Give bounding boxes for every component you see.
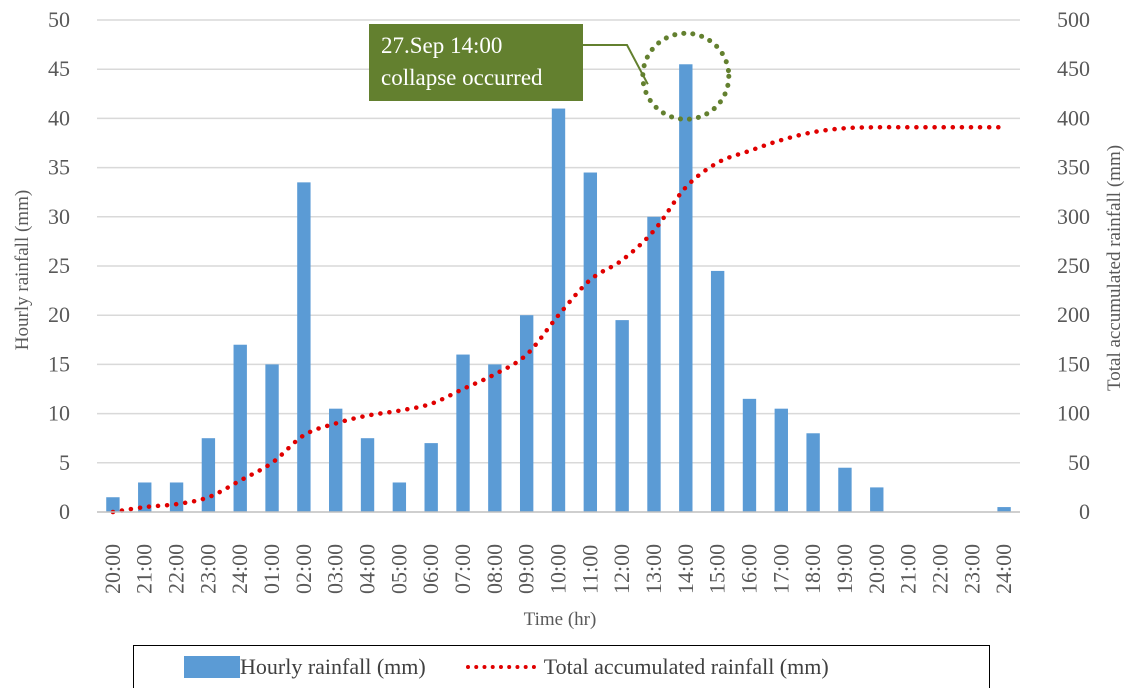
x-tick-label: 22:00	[927, 544, 952, 594]
bar-7	[329, 408, 343, 512]
bar-21	[774, 408, 788, 512]
x-tick-label: 16:00	[736, 544, 761, 594]
x-tick-label: 13:00	[641, 544, 666, 594]
x-tick-label: 23:00	[195, 544, 220, 594]
y-left-tick-label: 15	[48, 351, 70, 376]
y-right-tick-label: 500	[1057, 7, 1090, 32]
bar-20	[742, 398, 757, 512]
x-tick-label: 06:00	[418, 544, 443, 594]
y-right-tick-label: 450	[1057, 56, 1090, 81]
left-axis-ticks: 0 5 10 15 20 25 30 35 40 45 50	[48, 7, 70, 524]
bar-10	[424, 443, 438, 512]
bar-23	[838, 467, 852, 512]
bar-3	[201, 438, 216, 512]
bar-4	[233, 344, 247, 512]
bar-12	[488, 364, 502, 512]
y-left-tick-label: 0	[59, 499, 70, 524]
annotation-line1: 27.Sep 14:00	[381, 33, 503, 58]
bar-11	[456, 354, 470, 512]
legend-bar-swatch	[184, 656, 240, 678]
x-tick-label: 01:00	[259, 544, 284, 594]
y-right-tick-label: 100	[1057, 401, 1090, 426]
y-right-tick-label: 0	[1079, 499, 1090, 524]
bar-18	[679, 64, 693, 512]
x-tick-label: 20:00	[864, 544, 889, 594]
y-left-tick-label: 25	[48, 253, 70, 278]
line-series	[110, 124, 1007, 515]
x-tick-label: 17:00	[768, 544, 793, 594]
y-left-tick-label: 40	[48, 105, 70, 130]
x-tick-label: 09:00	[514, 544, 539, 594]
bar-0	[106, 497, 120, 512]
bar-24	[870, 487, 884, 512]
x-tick-label: 08:00	[482, 544, 507, 594]
bar-19	[710, 270, 725, 512]
x-tick-label: 24:00	[991, 544, 1016, 594]
y-right-tick-label: 300	[1057, 204, 1090, 229]
bar-series	[106, 64, 1011, 513]
y-axis-right-title: Total accumulated rainfall (mm)	[1104, 145, 1125, 391]
x-axis-title: Time (hr)	[524, 609, 597, 630]
annotation-box: 27.Sep 14:00 collapse occurred	[369, 24, 583, 101]
bar-17	[647, 216, 661, 513]
x-tick-label: 07:00	[450, 544, 475, 594]
x-tick-label: 05:00	[386, 544, 411, 594]
x-tick-label: 15:00	[705, 544, 730, 594]
legend-label-total: Total accumulated rainfall (mm)	[543, 654, 829, 679]
bar-14	[551, 108, 566, 512]
x-tick-label: 04:00	[355, 544, 380, 594]
legend-line-swatch	[465, 665, 536, 669]
y-right-tick-label: 150	[1057, 351, 1090, 376]
legend-item-hourly: Hourly rainfall (mm)	[134, 654, 426, 680]
bar-8	[360, 438, 375, 512]
x-tick-label: 21:00	[896, 544, 921, 594]
x-tick-label: 22:00	[164, 544, 189, 594]
x-tick-label: 03:00	[323, 544, 348, 594]
y-left-tick-label: 50	[48, 7, 70, 32]
x-tick-label: 18:00	[800, 544, 825, 594]
x-tick-label: 12:00	[609, 544, 634, 594]
y-axis-left-title: Hourly rainfall (mm)	[12, 190, 33, 350]
bar-15	[583, 172, 598, 512]
y-left-tick-label: 45	[48, 56, 70, 81]
right-axis-ticks: 0 50 100 150 200 250 300 350 400 450 500	[1057, 7, 1090, 524]
x-tick-label: 24:00	[227, 544, 252, 594]
x-tick-label: 20:00	[100, 544, 125, 594]
bar-6	[297, 182, 311, 513]
x-tick-label: 21:00	[132, 544, 157, 594]
y-right-tick-label: 200	[1057, 302, 1090, 327]
bar-16	[615, 320, 629, 512]
legend: Hourly rainfall (mm) Total accumulated r…	[133, 645, 990, 688]
y-left-tick-label: 10	[48, 401, 70, 426]
bar-5	[265, 364, 279, 512]
bar-22	[806, 433, 820, 512]
x-tick-label: 11:00	[577, 545, 602, 594]
legend-label-hourly: Hourly rainfall (mm)	[240, 654, 426, 679]
bar-28	[997, 507, 1011, 512]
y-left-tick-label: 5	[59, 450, 70, 475]
rainfall-chart: 0 5 10 15 20 25 30 35 40 45 50 0 50 100 150 200 250 300 3…	[12, 7, 1125, 630]
bar-9	[392, 482, 407, 512]
x-tick-label: 14:00	[673, 544, 698, 594]
accumulated-line	[110, 124, 1007, 515]
annotation-leader-line	[583, 44, 649, 85]
y-left-tick-label: 30	[48, 204, 70, 229]
annotation-line2: collapse occurred	[381, 65, 543, 90]
x-tick-label: 19:00	[832, 544, 857, 594]
legend-item-total: Total accumulated rainfall (mm)	[426, 654, 829, 680]
y-right-tick-label: 400	[1057, 105, 1090, 130]
y-left-tick-label: 35	[48, 155, 70, 180]
y-right-tick-label: 50	[1068, 450, 1090, 475]
bar-13	[519, 315, 534, 512]
y-right-tick-label: 250	[1057, 253, 1090, 278]
x-tick-label: 23:00	[959, 544, 984, 594]
annotation-marks	[583, 30, 732, 122]
bar-2	[169, 482, 184, 512]
y-right-tick-label: 350	[1057, 155, 1090, 180]
x-tick-label: 10:00	[546, 544, 571, 594]
y-left-tick-label: 20	[48, 302, 70, 327]
x-tick-label: 02:00	[291, 544, 316, 594]
x-axis-ticks: 20:00 21:00 22:00 23:00 24:00 01:00 02:00 03:00…	[100, 544, 1016, 594]
